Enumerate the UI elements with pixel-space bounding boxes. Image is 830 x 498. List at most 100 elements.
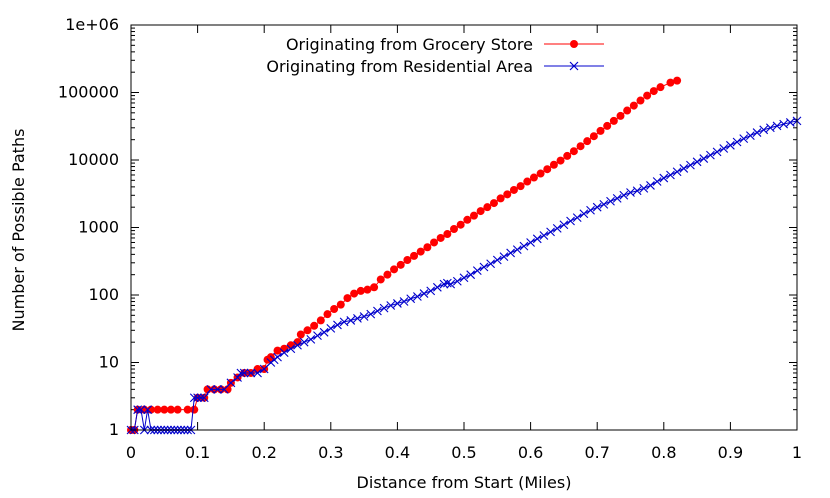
data-point [509,185,518,194]
x-axis-title: Distance from Start (Miles) [357,473,572,492]
data-point [319,327,329,337]
data-point [563,151,572,160]
data-point [356,286,365,295]
data-point [316,316,325,325]
data-point [390,265,399,274]
data-point [529,173,538,182]
data-point [626,188,635,197]
data-point [712,147,722,157]
x-tick-label: 0.1 [185,443,210,462]
data-point [379,303,389,313]
data-point [133,405,143,415]
data-point [296,330,305,339]
data-point [279,348,289,358]
data-point [299,337,309,347]
x-tick-label: 1 [792,443,802,462]
data-point [659,173,669,183]
data-point [443,230,452,239]
data-point [419,289,429,298]
data-point [636,96,645,105]
data-point [336,300,345,309]
data-point [673,76,682,85]
data-point [492,255,502,265]
data-point [273,346,282,355]
y-tick-label: 10000 [68,150,119,169]
data-point [572,213,582,223]
data-point [619,190,629,200]
data-point [646,181,655,190]
x-tick-label: 0.9 [718,443,743,462]
data-point [652,177,662,186]
data-point [189,393,199,403]
data-point [632,186,642,196]
data-point [366,309,376,319]
data-point [549,160,558,169]
data-point [359,312,369,321]
data-point [609,116,618,125]
x-tick-label: 0.3 [318,443,343,462]
x-tick-label: 0.5 [451,443,476,462]
data-point [253,368,262,378]
data-point [589,132,598,141]
data-point [166,405,175,414]
data-point [226,378,236,388]
legend: Originating from Grocery Store Originati… [266,35,604,76]
data-point [649,87,658,96]
data-point [406,294,416,304]
data-point [199,393,209,403]
data-point [333,320,342,330]
data-point [489,199,498,208]
data-point [466,270,476,280]
data-point [153,405,162,414]
data-point [469,211,478,220]
data-point [136,405,146,415]
data-point [483,203,492,212]
data-point [726,140,735,150]
data-point [779,119,789,129]
data-point [183,405,192,414]
data-point [576,142,585,151]
data-point [423,243,432,252]
data-point [330,305,339,314]
data-point [559,220,569,230]
data-point [426,286,436,296]
data-point [286,344,296,354]
data-point [543,165,552,174]
data-point [326,324,336,333]
data-point [313,331,322,341]
data-point [193,393,202,403]
y-tick-label: 100 [88,285,119,304]
data-point [452,276,462,286]
data-point [383,270,392,279]
data-point [459,273,469,283]
data-series [126,76,802,435]
y-tick-label: 1000 [78,218,119,237]
data-point [759,125,769,135]
data-point [233,373,242,382]
data-point [719,144,729,153]
data-point [552,224,562,233]
data-point [206,384,216,394]
data-point [739,134,749,144]
data-point [519,241,529,251]
data-point [643,91,652,100]
data-point [310,321,319,330]
data-point [442,278,452,288]
data-point [512,245,522,255]
y-tick-label: 1 [109,420,119,439]
data-point [623,106,632,115]
x-tick-label: 0 [126,443,136,462]
data-point [546,227,555,237]
data-point [350,289,359,298]
data-point [306,334,316,344]
legend-label-grocery: Originating from Grocery Store [286,35,533,54]
data-point [456,220,465,229]
data-point [599,199,609,209]
y-tick-label: 100000 [58,83,119,102]
data-point [772,121,782,131]
data-point [393,299,402,308]
data-point [672,167,682,177]
data-point [436,233,445,242]
